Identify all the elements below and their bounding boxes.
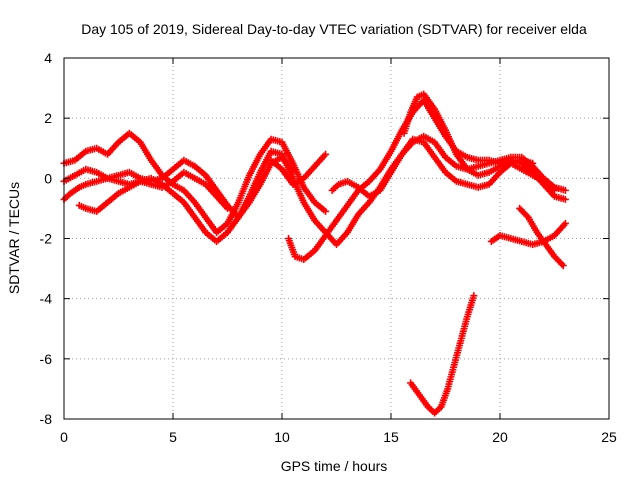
sat-track-6	[285, 96, 569, 264]
chart-title: Day 105 of 2019, Sidereal Day-to-day VTE…	[81, 21, 587, 37]
sat-track-5	[267, 150, 330, 188]
y-tick-label: 2	[44, 110, 52, 126]
x-tick-label: 10	[274, 429, 290, 445]
sat-track-10	[516, 204, 567, 270]
data-point	[561, 186, 569, 194]
data-point	[224, 204, 231, 212]
y-tick-label: -4	[40, 291, 53, 307]
data-point	[529, 159, 537, 167]
x-axis-label: GPS time / hours	[281, 458, 388, 474]
data-point	[558, 260, 566, 268]
data-point	[322, 150, 330, 158]
x-tick-label: 5	[169, 429, 177, 445]
sat-track-8	[400, 90, 537, 179]
y-tick-label: 0	[44, 170, 52, 186]
data-point	[322, 207, 330, 215]
sat-track-4	[75, 132, 569, 249]
grid	[64, 58, 609, 419]
x-tick-label: 0	[60, 429, 68, 445]
data-point	[551, 186, 558, 194]
y-axis-label: SDTVAR / TECUs	[6, 182, 22, 294]
x-tick-label: 15	[383, 429, 399, 445]
data-point	[561, 219, 569, 227]
axis-ticks: 0 5 10 15 20 25 -8 -6 -4 -2 0 2 4	[40, 50, 617, 445]
data-point	[561, 195, 569, 203]
x-tick-label: 20	[492, 429, 508, 445]
x-tick-label: 25	[601, 429, 617, 445]
sat-track-11	[407, 292, 478, 417]
y-tick-label: -2	[40, 231, 53, 247]
y-tick-label: 4	[44, 50, 52, 66]
sat-track-7	[328, 135, 558, 200]
sat-track-9	[487, 219, 569, 249]
data-series	[60, 90, 569, 417]
data-point	[559, 262, 567, 270]
y-tick-label: -8	[40, 411, 53, 427]
data-point	[470, 292, 478, 300]
data-point	[523, 212, 531, 220]
y-tick-label: -6	[40, 351, 53, 367]
